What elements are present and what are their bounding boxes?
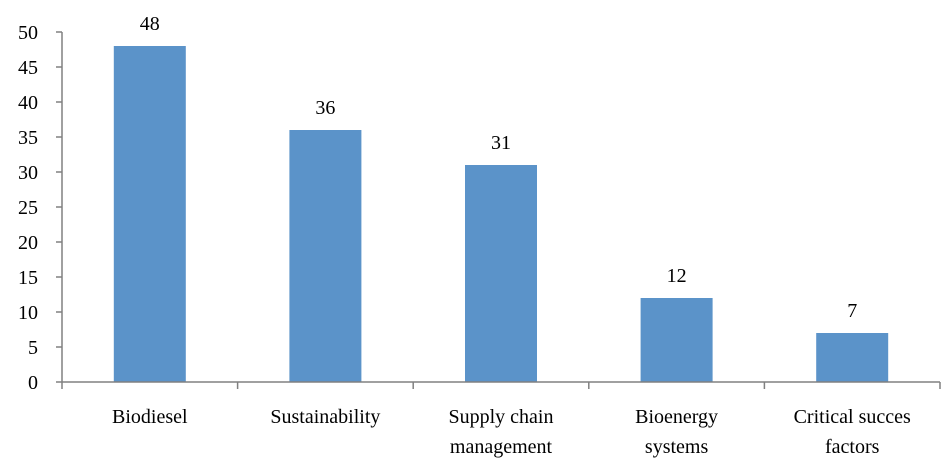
x-axis: Biodiesel Sustainability Supply chain manag… — [61, 381, 941, 458]
x-category-label: management — [450, 436, 553, 458]
bar-value-label: 36 — [315, 97, 335, 119]
y-tick-label: 50 — [18, 22, 38, 44]
bar — [640, 298, 713, 382]
bar — [289, 130, 362, 382]
y-tick-label: 25 — [18, 197, 38, 219]
data-labels: 48 36 31 12 7 — [140, 13, 857, 322]
x-category-label: factors — [825, 436, 880, 458]
y-tick-label: 45 — [18, 57, 38, 79]
bar-value-label: 48 — [140, 13, 160, 35]
x-category-label: Biodiesel — [112, 406, 188, 428]
y-tick-label: 5 — [28, 337, 38, 359]
y-tick-label: 40 — [18, 92, 38, 114]
y-tick-label: 20 — [18, 232, 38, 254]
y-tick-label: 15 — [18, 267, 38, 289]
bar-value-label: 7 — [847, 300, 857, 322]
y-tick-label: 35 — [18, 127, 38, 149]
y-axis: 0 5 10 15 20 25 30 35 40 45 50 — [18, 22, 63, 394]
bar-value-label: 12 — [667, 265, 687, 287]
x-category-label: Supply chain — [449, 406, 554, 428]
x-category-label: systems — [645, 436, 709, 458]
bar-value-label: 31 — [491, 132, 511, 154]
y-tick-label: 10 — [18, 302, 38, 324]
y-tick-label: 0 — [28, 372, 38, 394]
bar — [113, 46, 186, 382]
y-tick-label: 30 — [18, 162, 38, 184]
bars — [113, 46, 889, 382]
bar — [465, 165, 537, 382]
bar — [816, 333, 889, 382]
x-category-label: Bioenergy — [635, 406, 718, 428]
x-category-label: Critical succes — [794, 406, 911, 428]
x-category-label: Sustainability — [270, 406, 380, 428]
